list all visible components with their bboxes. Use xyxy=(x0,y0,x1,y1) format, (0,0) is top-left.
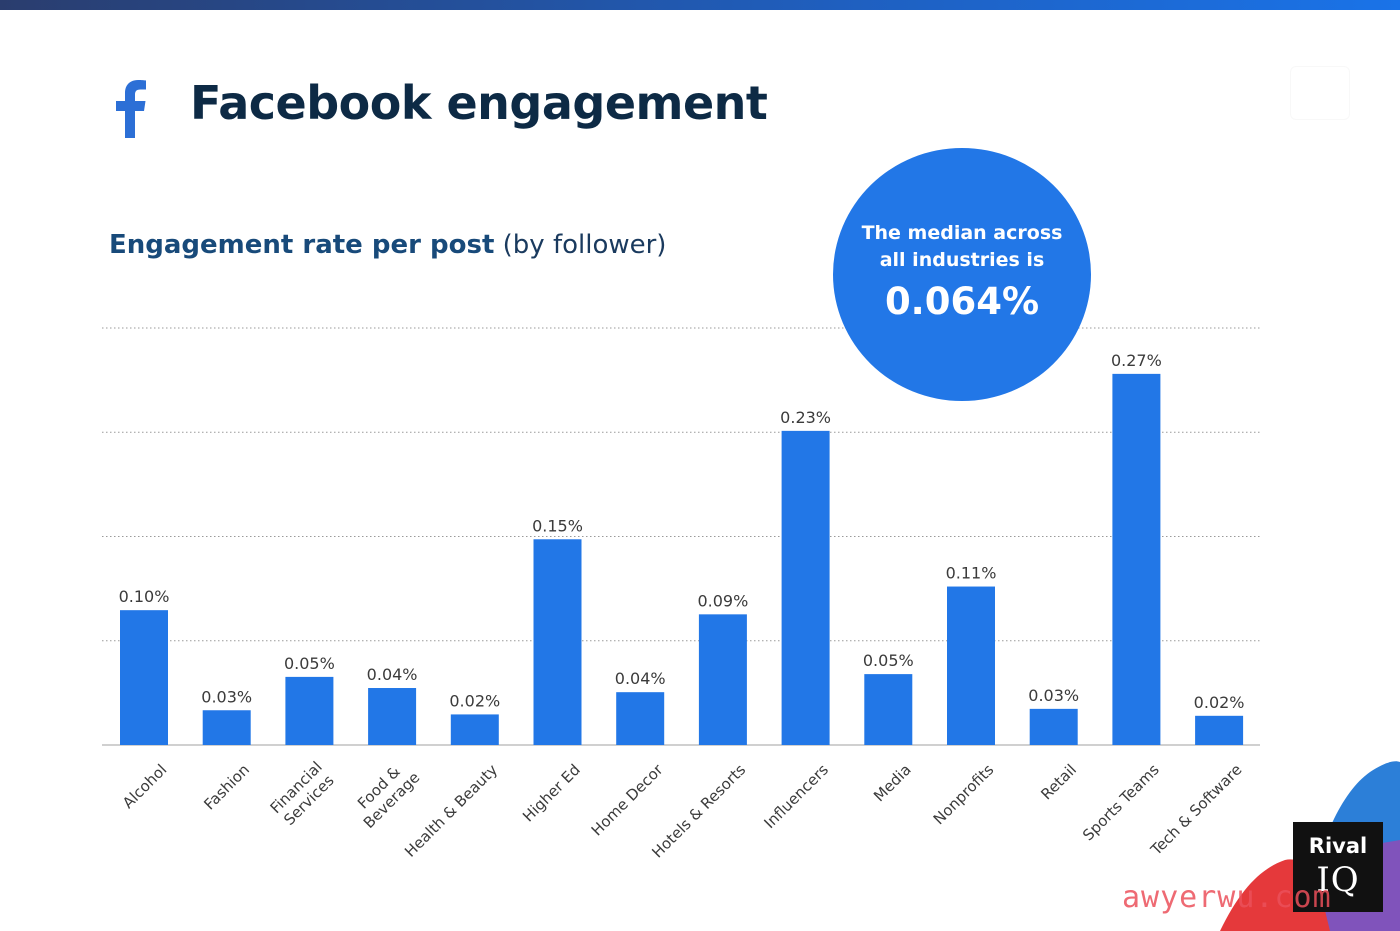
bar xyxy=(1195,715,1244,745)
bar-value-label: 0.02% xyxy=(1194,693,1245,712)
category-label: Influencers xyxy=(760,761,832,833)
bar-value-label: 0.15% xyxy=(532,516,583,535)
bar-value-label: 0.02% xyxy=(449,691,500,710)
bar-value-label: 0.03% xyxy=(1028,686,1079,705)
rivaliq-logo-top: Rival xyxy=(1308,834,1368,858)
bar xyxy=(285,676,334,745)
bar-value-label: 0.09% xyxy=(697,591,748,610)
bar-value-label: 0.04% xyxy=(367,665,418,684)
median-value: 0.064% xyxy=(884,280,1040,323)
bar-value-label: 0.11% xyxy=(946,564,997,583)
category-label: Fashion xyxy=(200,761,253,814)
page-title: Facebook engagement xyxy=(190,76,768,130)
bar xyxy=(120,610,168,745)
category-label: Food &Beverage xyxy=(354,762,423,832)
category-label: Media xyxy=(870,761,915,806)
category-label-line: Fashion xyxy=(200,761,253,814)
facebook-icon xyxy=(116,80,146,138)
bar-value-label: 0.05% xyxy=(284,654,335,673)
category-label: Nonprofits xyxy=(930,761,998,829)
median-callout: The median across all industries is 0.06… xyxy=(833,148,1091,401)
category-label-line: Nonprofits xyxy=(930,761,998,829)
top-accent-bar xyxy=(0,0,1400,10)
bar-value-label: 0.23% xyxy=(780,408,831,427)
category-label-line: Alcohol xyxy=(119,761,170,812)
category-label-line: Higher Ed xyxy=(519,761,584,826)
bar xyxy=(698,614,747,745)
faint-logo-mark xyxy=(1290,66,1350,120)
rivaliq-logo-bottom: IQ xyxy=(1316,860,1360,900)
bar-value-label: 0.04% xyxy=(615,669,666,688)
bar xyxy=(533,539,582,745)
bar xyxy=(202,710,251,745)
bar xyxy=(1112,373,1161,745)
category-label-line: Influencers xyxy=(760,761,832,833)
watermark: awyerwu.com xyxy=(1122,880,1332,915)
category-label-line: Sports Teams xyxy=(1079,761,1163,845)
category-label-line: Media xyxy=(870,761,915,806)
bar xyxy=(947,586,995,745)
category-label: Retail xyxy=(1037,761,1080,804)
bar xyxy=(368,688,417,745)
bar xyxy=(864,674,913,745)
bar-layer xyxy=(120,373,1244,745)
bar xyxy=(781,430,830,745)
bar xyxy=(1029,708,1078,745)
subtitle-normal: (by follower) xyxy=(494,230,667,260)
value-label-layer: 0.10% 0.03% 0.05% 0.04% 0.02% 0.15% 0.04% 0.09%… xyxy=(119,351,1245,712)
bar xyxy=(616,692,665,745)
bar xyxy=(450,714,499,745)
bar-value-label: 0.03% xyxy=(201,687,252,706)
rivaliq-logo: Rival IQ xyxy=(1293,822,1383,912)
category-label: Higher Ed xyxy=(519,761,584,826)
category-label-line: Retail xyxy=(1037,761,1080,804)
bar-value-label: 0.27% xyxy=(1111,351,1162,370)
bar-value-label: 0.05% xyxy=(863,651,914,670)
category-label: Home Decor xyxy=(588,760,667,839)
category-label: Alcohol xyxy=(119,761,170,812)
grid-layer xyxy=(102,327,1260,746)
bar-value-label: 0.10% xyxy=(119,587,170,606)
chart-subtitle: Engagement rate per post (by follower) xyxy=(109,230,666,260)
median-text: The median across all industries is xyxy=(861,222,1063,271)
category-label: Sports Teams xyxy=(1079,761,1163,845)
category-label-line: Home Decor xyxy=(588,760,667,839)
subtitle-strong: Engagement rate per post xyxy=(109,230,495,260)
